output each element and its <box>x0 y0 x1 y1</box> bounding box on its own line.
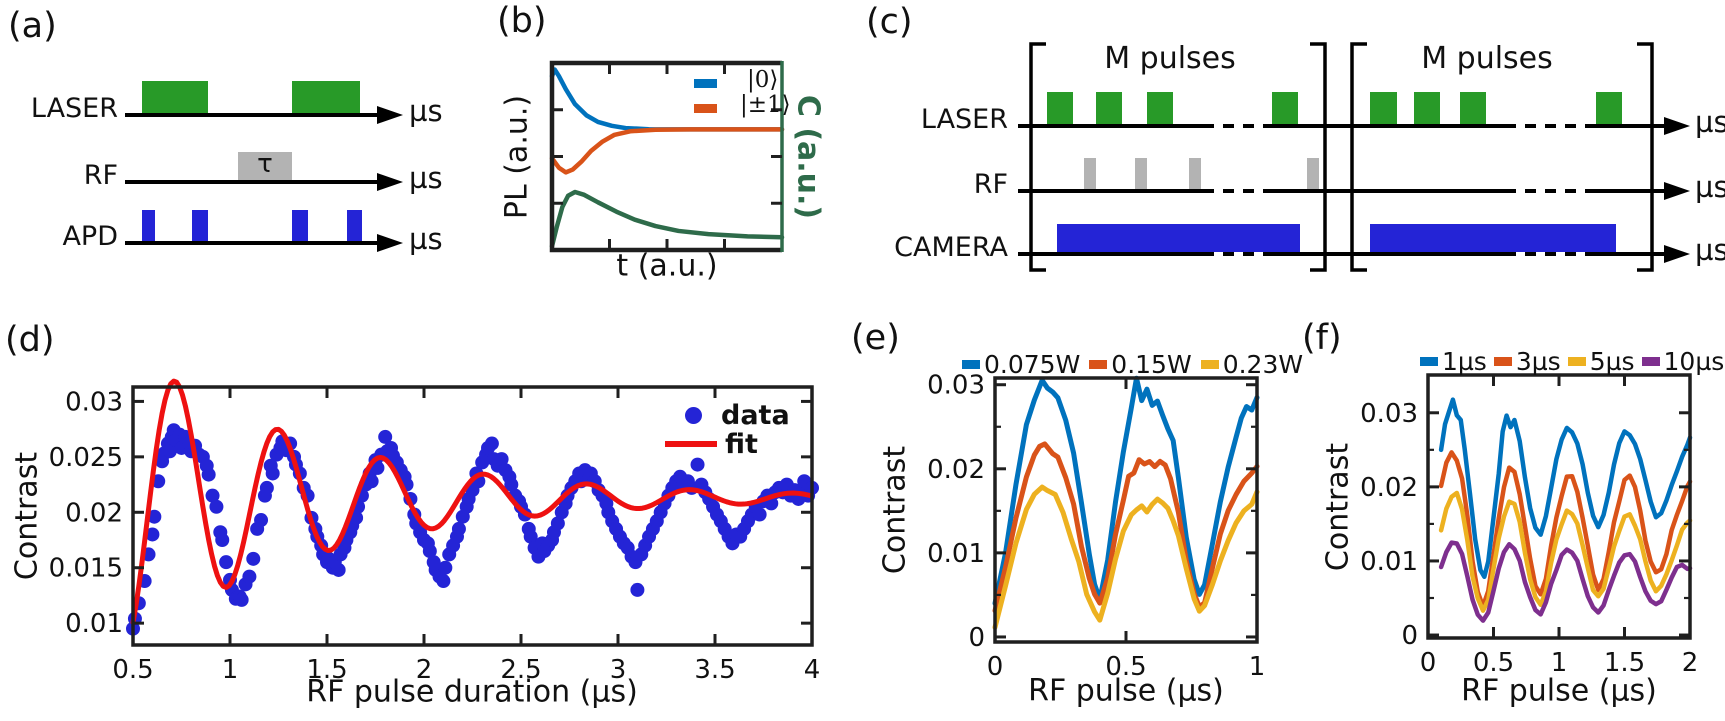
svg-text:0.01: 0.01 <box>1360 547 1418 577</box>
b-legend-swatch-0 <box>694 79 717 88</box>
svg-text:0.03: 0.03 <box>927 371 985 401</box>
svg-text:0.03: 0.03 <box>1360 399 1418 429</box>
tau-pulse-label: τ <box>257 149 273 179</box>
e-legend: 0.075W 0.15W 0.23W <box>962 350 1303 379</box>
e-legend-swatch-1 <box>1089 360 1108 369</box>
b-xlabel: t (a.u.) <box>616 248 718 284</box>
f-ylabel: Contrast <box>1320 442 1356 572</box>
panel-e-label: (e) <box>851 318 900 358</box>
us-unit-apd-a: µs <box>409 222 443 256</box>
svg-text:0.5: 0.5 <box>112 655 153 685</box>
f-legend-label-3: 10µs <box>1663 347 1725 376</box>
e-xlabel: RF pulse (µs) <box>1028 673 1224 709</box>
us-unit-laser-a: µs <box>409 94 443 128</box>
panel-b-label: (b) <box>497 1 547 41</box>
svg-text:0.015: 0.015 <box>49 554 123 584</box>
panel-d-label: (d) <box>5 320 55 360</box>
us-unit-laser-c: µs <box>1695 105 1725 139</box>
f-legend-item-3: 10µs <box>1641 347 1725 376</box>
f-legend-label-1: 3µs <box>1515 347 1561 376</box>
us-unit-rf-c: µs <box>1695 170 1725 204</box>
d-legend-data-label: data <box>721 400 790 431</box>
svg-text:0.02: 0.02 <box>927 455 985 485</box>
svg-text:0: 0 <box>968 623 985 653</box>
e-legend-label-1: 0.15W <box>1111 350 1192 379</box>
svg-text:0: 0 <box>1420 648 1437 678</box>
svg-text:0.5: 0.5 <box>1473 648 1514 678</box>
e-legend-swatch-2 <box>1200 360 1219 369</box>
f-legend-label-0: 1µs <box>1442 347 1487 376</box>
camera-row-label-c: CAMERA <box>894 232 1008 263</box>
svg-text:0.01: 0.01 <box>927 539 985 569</box>
laser-row-label: LASER <box>30 93 118 124</box>
svg-text:0: 0 <box>1401 621 1418 651</box>
svg-text:0.01: 0.01 <box>65 609 123 639</box>
f-legend-swatch-0 <box>1420 357 1438 366</box>
b-legend-label-1: |±1⟩ <box>740 92 791 118</box>
svg-text:2: 2 <box>416 655 433 685</box>
b-legend-label-0: |0⟩ <box>747 67 779 93</box>
svg-text:1.5: 1.5 <box>306 655 347 685</box>
d-legend-data-marker <box>685 407 702 424</box>
e-legend-swatch-0 <box>962 360 980 369</box>
svg-text:0.5: 0.5 <box>1105 652 1146 682</box>
f-legend-item-0: 1µs <box>1420 347 1487 376</box>
panel-f-label: (f) <box>1302 318 1342 358</box>
svg-text:2: 2 <box>1682 648 1699 678</box>
f-legend-swatch-3 <box>1641 357 1660 366</box>
panel-a-label: (a) <box>8 6 57 46</box>
f-legend-item-1: 3µs <box>1493 347 1561 376</box>
svg-text:1.5: 1.5 <box>1604 648 1645 678</box>
svg-text:0.02: 0.02 <box>1360 473 1418 503</box>
svg-text:0.025: 0.025 <box>49 443 123 473</box>
d-ylabel: Contrast <box>9 451 45 581</box>
f-xlabel: RF pulse (µs) <box>1461 673 1657 709</box>
f-legend-item-2: 5µs <box>1567 347 1635 376</box>
e-legend-item-2: 0.23W <box>1200 350 1304 379</box>
b-ylabel-right: C (a.u.) <box>790 94 826 220</box>
svg-text:1: 1 <box>222 655 239 685</box>
rf-row-label: RF <box>83 160 118 191</box>
d-legend-fit-label: fit <box>725 429 758 460</box>
d-legend-fit-marker <box>665 441 717 447</box>
panel-c-label: (c) <box>866 2 913 42</box>
f-legend: 1µs 3µs 5µs 10µs <box>1420 347 1724 376</box>
svg-text:1: 1 <box>1551 648 1568 678</box>
d-xlabel: RF pulse duration (µs) <box>306 674 638 710</box>
m-pulses-label-2: M pulses <box>1421 41 1553 76</box>
svg-text:0.03: 0.03 <box>65 387 123 417</box>
f-legend-swatch-1 <box>1493 357 1512 366</box>
svg-text:2.5: 2.5 <box>500 655 541 685</box>
svg-text:3.5: 3.5 <box>694 655 735 685</box>
m-pulses-label-1: M pulses <box>1104 41 1236 76</box>
e-legend-label-2: 0.23W <box>1222 350 1304 379</box>
f-legend-label-2: 5µs <box>1589 347 1635 376</box>
rf-row-label-c: RF <box>973 169 1008 200</box>
e-ylabel: Contrast <box>877 445 913 575</box>
e-legend-label-0: 0.075W <box>984 350 1081 379</box>
e-legend-item-1: 0.15W <box>1089 350 1192 379</box>
svg-text:4: 4 <box>804 655 821 685</box>
us-unit-rf-a: µs <box>409 161 443 195</box>
svg-text:1: 1 <box>1249 652 1266 682</box>
e-legend-item-0: 0.075W <box>962 350 1080 379</box>
apd-row-label: APD <box>62 221 118 252</box>
b-ylabel: PL (a.u.) <box>499 94 535 220</box>
svg-text:0: 0 <box>987 652 1004 682</box>
f-legend-swatch-2 <box>1567 357 1586 366</box>
svg-text:3: 3 <box>610 655 627 685</box>
b-legend-swatch-1 <box>694 104 717 113</box>
us-unit-camera-c: µs <box>1695 233 1725 267</box>
svg-text:0.02: 0.02 <box>65 498 123 528</box>
laser-row-label-c: LASER <box>920 104 1008 135</box>
